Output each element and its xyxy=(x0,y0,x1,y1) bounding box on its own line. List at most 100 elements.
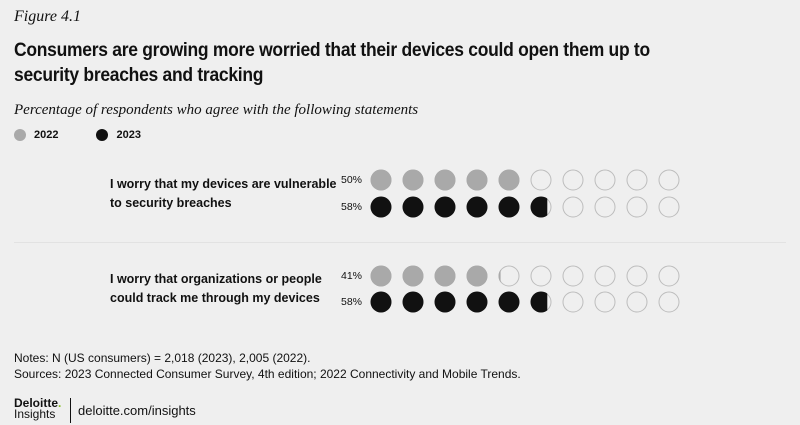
dot-outline xyxy=(498,265,520,287)
dot-outline xyxy=(626,169,648,191)
dot-fill xyxy=(498,291,520,313)
dot-outline xyxy=(594,265,616,287)
dot-fill xyxy=(370,169,392,191)
dot xyxy=(466,196,488,218)
dot xyxy=(370,265,392,287)
logo-bottom: Insights xyxy=(14,407,56,421)
dot xyxy=(658,169,680,191)
value-label-2023-cat1: 58% xyxy=(340,201,362,213)
value-label-2023-cat2: 58% xyxy=(340,296,362,308)
legend: 2022 2023 xyxy=(14,129,179,141)
dot-fill xyxy=(402,291,424,313)
dot xyxy=(626,265,648,287)
dot-fill xyxy=(466,265,488,287)
deloitte-logo: Deloitte. Insights xyxy=(14,396,62,421)
dot xyxy=(626,196,648,218)
dot xyxy=(402,169,424,191)
category-line: to security breaches xyxy=(110,196,232,210)
dot-outline xyxy=(594,291,616,313)
dot xyxy=(658,291,680,313)
dot xyxy=(530,291,552,313)
dot-outline xyxy=(658,196,680,218)
divider xyxy=(14,242,786,243)
notes-block: Notes: N (US consumers) = 2,018 (2023), … xyxy=(14,350,521,382)
dot xyxy=(594,196,616,218)
legend-label: 2022 xyxy=(34,129,59,141)
dot-fill xyxy=(530,291,548,313)
dot-outline xyxy=(530,265,552,287)
logo-top: Deloitte xyxy=(14,396,59,410)
dot xyxy=(370,291,392,313)
dot-fill xyxy=(434,196,456,218)
legend-item-2022: 2022 xyxy=(14,129,58,141)
dot xyxy=(498,169,520,191)
dot-fill xyxy=(466,196,488,218)
dot-fill xyxy=(434,291,456,313)
category-line: could track me through my devices xyxy=(110,291,320,305)
notes: Notes: N (US consumers) = 2,018 (2023), … xyxy=(14,351,311,365)
dot xyxy=(498,265,520,287)
dot-fill xyxy=(498,169,520,191)
category-line: I worry that organizations or people xyxy=(110,272,322,286)
value-label-2022-cat1: 50% xyxy=(340,174,362,186)
dot xyxy=(434,169,456,191)
dot-outline xyxy=(562,265,584,287)
dot-fill xyxy=(370,196,392,218)
dot xyxy=(434,265,456,287)
dot-fill xyxy=(370,291,392,313)
dot-outline xyxy=(562,291,584,313)
dot xyxy=(466,291,488,313)
sources: Sources: 2023 Connected Consumer Survey,… xyxy=(14,367,521,381)
dot xyxy=(530,169,552,191)
dot xyxy=(530,265,552,287)
dot xyxy=(370,169,392,191)
dot-outline xyxy=(562,196,584,218)
dot xyxy=(562,169,584,191)
dot xyxy=(498,196,520,218)
dot xyxy=(658,265,680,287)
dot-fill xyxy=(498,269,501,283)
dot xyxy=(594,265,616,287)
dot xyxy=(466,265,488,287)
dot xyxy=(562,265,584,287)
dot xyxy=(626,291,648,313)
value-label-2022-cat2: 41% xyxy=(340,270,362,282)
dot-outline xyxy=(626,196,648,218)
dot-fill xyxy=(498,196,520,218)
dot-outline xyxy=(658,169,680,191)
dot xyxy=(402,291,424,313)
dot xyxy=(402,196,424,218)
chart-subtitle: Percentage of respondents who agree with… xyxy=(14,102,419,118)
legend-label: 2023 xyxy=(116,129,141,141)
legend-item-2023: 2023 xyxy=(96,129,141,141)
dot xyxy=(626,169,648,191)
dot xyxy=(562,291,584,313)
legend-swatch-2023 xyxy=(96,129,109,141)
dot xyxy=(594,291,616,313)
dot xyxy=(530,196,552,218)
dot xyxy=(498,291,520,313)
dot xyxy=(434,196,456,218)
footer-separator xyxy=(70,398,71,423)
dot-fill xyxy=(370,265,392,287)
dot-outline xyxy=(626,291,648,313)
category-label-1: I worry that my devices are vulnerable t… xyxy=(110,175,337,213)
dot xyxy=(434,291,456,313)
dot-fill xyxy=(466,291,488,313)
dot-outline xyxy=(562,169,584,191)
dot-outline xyxy=(658,291,680,313)
legend-swatch-2022 xyxy=(14,129,26,141)
category-label-2: I worry that organizations or people cou… xyxy=(110,270,322,308)
dot xyxy=(402,265,424,287)
figure-label: Figure 4.1 xyxy=(14,8,81,25)
dot xyxy=(658,196,680,218)
dot xyxy=(562,196,584,218)
dot-outline xyxy=(658,265,680,287)
dot xyxy=(594,169,616,191)
dot-fill xyxy=(402,196,424,218)
dot xyxy=(466,169,488,191)
category-line: I worry that my devices are vulnerable xyxy=(110,177,337,191)
footer-url[interactable]: deloitte.com/insights xyxy=(78,403,196,418)
